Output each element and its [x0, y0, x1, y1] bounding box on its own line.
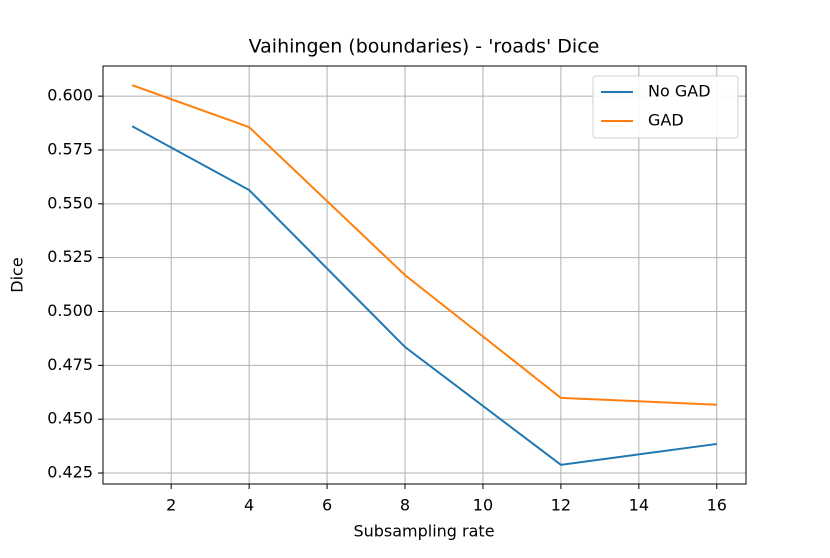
x-tick-label: 16: [707, 496, 727, 515]
chart-title: Vaihingen (boundaries) - 'roads' Dice: [249, 36, 600, 58]
y-tick-label: 0.600: [47, 86, 93, 105]
plot-frame: [102, 65, 747, 485]
y-tick-label: 0.575: [47, 139, 93, 158]
legend-label: GAD: [648, 111, 684, 130]
x-tick-label: 2: [166, 496, 176, 515]
y-axis-label: Dice: [8, 257, 27, 292]
x-tick-label: 12: [551, 496, 571, 515]
x-tick-label: 14: [629, 496, 649, 515]
y-tick-label: 0.450: [47, 409, 93, 428]
line-series: [131, 125, 717, 466]
y-tick-label: 0.525: [47, 247, 93, 266]
y-tick-label: 0.425: [47, 463, 93, 482]
y-tick-label: 0.550: [47, 193, 93, 212]
x-tick-label: 10: [473, 496, 493, 515]
x-tick-label: 6: [322, 496, 332, 515]
x-axis-label: Subsampling rate: [353, 522, 494, 541]
legend-label: No GAD: [648, 82, 711, 101]
x-tick-label: 8: [400, 496, 410, 515]
line-series: [131, 84, 717, 406]
y-tick-label: 0.500: [47, 301, 93, 320]
x-tick-label: 4: [244, 496, 254, 515]
y-tick-label: 0.475: [47, 355, 93, 374]
